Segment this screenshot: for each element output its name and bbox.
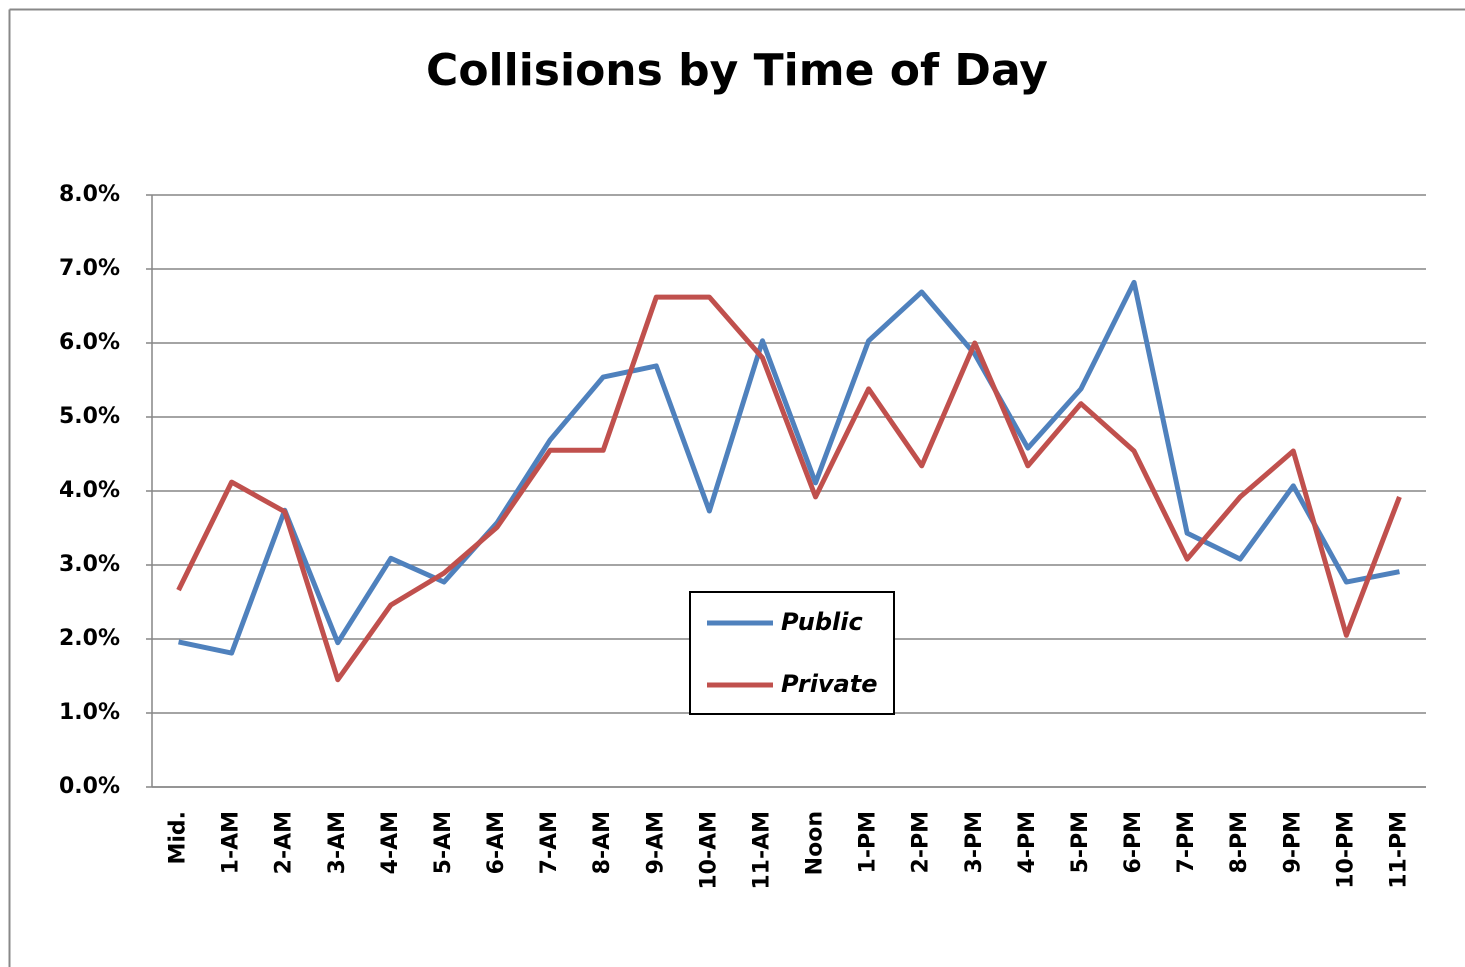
legend-label: Public	[781, 608, 863, 636]
y-tick-label: 6.0%	[59, 330, 120, 355]
x-tick-label: 10-PM	[1333, 811, 1358, 889]
x-tick-label: 7-PM	[1174, 811, 1199, 873]
y-tick-label: 5.0%	[59, 404, 120, 429]
y-tick-label: 4.0%	[59, 478, 120, 503]
x-tick-label: 9-AM	[643, 811, 668, 874]
y-tick-label: 2.0%	[59, 626, 120, 651]
x-tick-label: 6-AM	[484, 811, 509, 874]
x-tick-label: 2-AM	[272, 811, 297, 874]
x-tick-label: 10-AM	[696, 811, 721, 890]
chart-title: Collisions by Time of Day	[426, 45, 1048, 96]
x-tick-label: 9-PM	[1280, 811, 1305, 873]
x-tick-label: 3-PM	[962, 811, 987, 873]
x-tick-label: 8-PM	[1227, 811, 1252, 873]
x-tick-label: 11-AM	[749, 811, 774, 890]
x-tick-label: 8-AM	[590, 811, 615, 874]
x-tick-label: 4-PM	[1015, 811, 1040, 873]
x-tick-label: 11-PM	[1386, 811, 1411, 889]
y-tick-label: 8.0%	[59, 182, 120, 207]
y-tick-label: 1.0%	[59, 700, 120, 725]
x-tick-label: 7-AM	[537, 811, 562, 874]
x-tick-label: Noon	[803, 811, 828, 875]
x-tick-label: 1-PM	[856, 811, 881, 873]
y-tick-label: 0.0%	[59, 774, 120, 799]
x-tick-label: Mid.	[166, 811, 191, 865]
x-tick-label: 2-PM	[909, 811, 934, 873]
x-tick-label: 1-AM	[219, 811, 244, 874]
legend-box	[689, 591, 895, 715]
x-tick-label: 5-PM	[1068, 811, 1093, 873]
legend-label: Private	[781, 670, 878, 698]
line-series	[176, 294, 1402, 683]
x-tick-label: 6-PM	[1121, 811, 1146, 873]
x-tick-label: 3-AM	[325, 811, 350, 874]
y-tick-label: 3.0%	[59, 552, 120, 577]
line-series	[178, 279, 1400, 656]
x-tick-label: 5-AM	[431, 811, 456, 874]
y-tick-label: 7.0%	[59, 256, 120, 281]
x-tick-label: 4-AM	[378, 811, 403, 874]
